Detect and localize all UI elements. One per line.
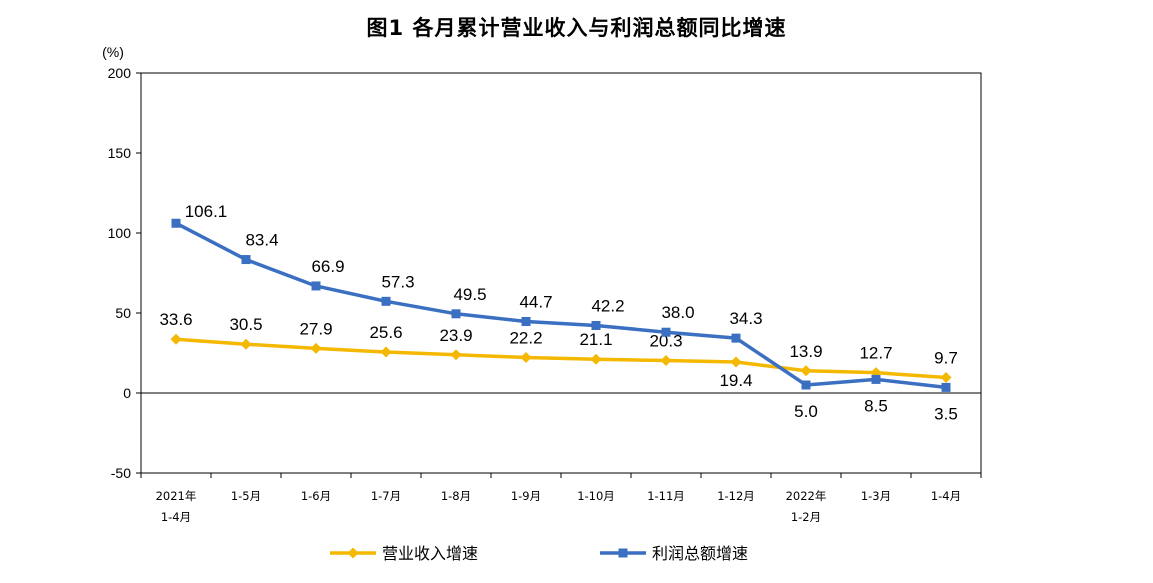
data-label: 20.3: [649, 332, 682, 351]
y-tick-label: 50: [115, 305, 131, 321]
data-point: [801, 380, 811, 390]
x-tick-label: 2021年: [156, 489, 197, 503]
x-tick-label: 1-4月: [931, 489, 961, 503]
data-label: 22.2: [509, 328, 542, 347]
x-tick-label: 1-7月: [371, 489, 401, 503]
y-axis-unit: (%): [102, 44, 124, 60]
y-tick-label: -50: [111, 465, 131, 481]
y-tick-label: 200: [108, 65, 132, 81]
data-label: 33.6: [159, 310, 192, 329]
x-tick-label: 1-4月: [161, 510, 191, 524]
x-tick-label: 1-6月: [301, 489, 331, 503]
data-label: 3.5: [934, 404, 958, 423]
data-label: 44.7: [519, 292, 552, 311]
data-point: [730, 356, 742, 368]
data-label: 49.5: [453, 285, 486, 304]
data-point: [941, 382, 951, 392]
x-tick-label: 1-5月: [231, 489, 261, 503]
data-label: 9.7: [934, 348, 958, 367]
series-line: [175, 221, 947, 390]
x-tick-label: 1-8月: [441, 489, 471, 503]
x-tick-label: 2022年: [786, 489, 827, 503]
data-label: 34.3: [729, 309, 762, 328]
data-label: 5.0: [794, 402, 818, 421]
legend-marker: [618, 548, 628, 558]
legend-marker: [347, 547, 359, 559]
x-tick-label: 1-11月: [647, 489, 685, 503]
data-label: 12.7: [859, 344, 892, 363]
data-label: 106.1: [185, 202, 228, 221]
data-point: [521, 316, 531, 326]
data-point: [311, 281, 321, 291]
data-point: [871, 374, 881, 384]
x-tick-label: 1-12月: [717, 489, 755, 503]
data-label: 30.5: [229, 315, 262, 334]
data-point: [800, 365, 812, 377]
data-label: 27.9: [299, 319, 332, 338]
data-label: 8.5: [864, 396, 888, 415]
data-label: 57.3: [381, 272, 414, 291]
data-point: [171, 218, 181, 228]
legend-label: 营业收入增速: [382, 544, 478, 563]
data-point: [241, 255, 251, 265]
y-tick-label: 150: [108, 145, 132, 161]
data-point: [380, 346, 392, 358]
data-point: [310, 342, 322, 354]
data-point: [940, 371, 952, 383]
x-tick-label: 1-10月: [577, 489, 615, 503]
data-label: 66.9: [311, 257, 344, 276]
data-point: [591, 320, 601, 330]
data-point: [170, 333, 182, 345]
x-tick-label: 1-2月: [791, 510, 821, 524]
data-point: [660, 355, 672, 367]
series-line: [175, 337, 947, 380]
data-label: 25.6: [369, 323, 402, 342]
data-label: 21.1: [579, 330, 612, 349]
plot-area: [140, 72, 982, 474]
y-tick-label: 100: [108, 225, 132, 241]
data-label: 13.9: [789, 342, 822, 361]
x-tick-label: 1-9月: [511, 489, 541, 503]
data-point: [590, 353, 602, 365]
chart-title: 图1 各月累计营业收入与利润总额同比增速: [366, 16, 787, 40]
data-point: [661, 327, 671, 337]
data-label: 42.2: [591, 296, 624, 315]
data-label: 19.4: [719, 371, 752, 390]
data-point: [381, 296, 391, 306]
x-tick-label: 1-3月: [861, 489, 891, 503]
data-point: [451, 309, 461, 319]
data-label: 23.9: [439, 326, 472, 345]
data-point: [450, 349, 462, 361]
legend-label: 利润总额增速: [652, 544, 748, 563]
data-label: 83.4: [245, 231, 278, 250]
data-point: [240, 338, 252, 350]
data-point: [520, 351, 532, 363]
y-tick-label: 0: [123, 385, 131, 401]
data-point: [731, 333, 741, 343]
data-label: 38.0: [661, 303, 694, 322]
